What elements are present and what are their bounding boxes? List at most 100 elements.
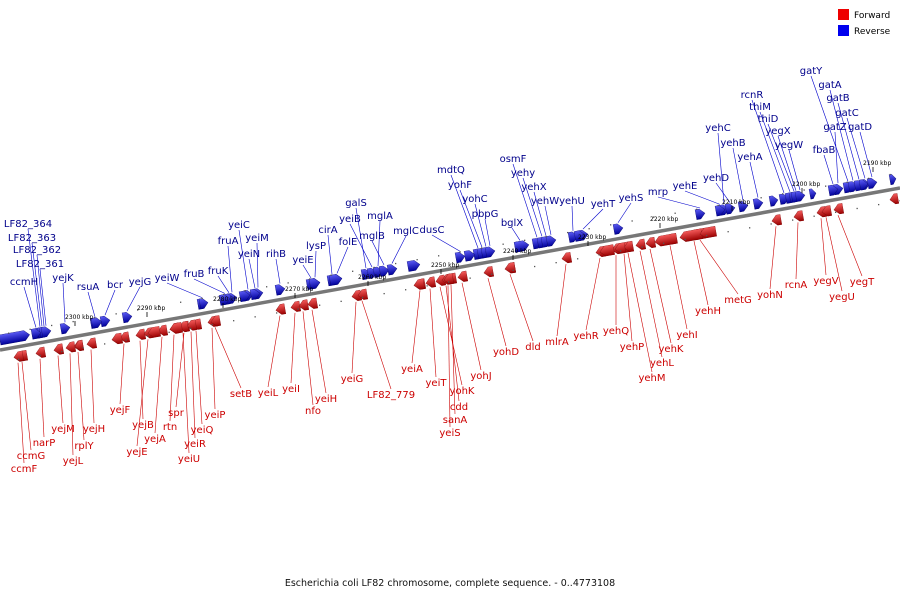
gene-label-mlrA: mlrA — [545, 337, 569, 348]
gene-glyph-mglB — [378, 265, 390, 277]
minor-tick-lower — [61, 351, 63, 353]
leader-yeiH — [311, 309, 327, 394]
leader-yehU — [571, 205, 574, 231]
gene-glyph-yeiG — [351, 289, 363, 301]
gene-glyph-block-f-2 — [699, 225, 717, 239]
minor-tick-upper — [739, 200, 741, 203]
leader-cirA — [327, 234, 333, 275]
gene-label-yohK: yohK — [450, 386, 475, 397]
gene-label-rcnA: rcnA — [785, 280, 808, 291]
leader-yeiB — [349, 223, 373, 268]
minor-tick-upper — [717, 204, 719, 207]
gene-label-ccmH: ccmH — [10, 277, 38, 288]
gene-glyph-yeiL — [275, 303, 287, 315]
minor-tick-upper — [287, 282, 289, 284]
gene-label-yeiE: yeiE — [292, 255, 313, 266]
minor-tick-lower — [211, 323, 213, 326]
gene-label-yehW: yehW — [531, 196, 559, 207]
leader-yeiT — [429, 288, 437, 378]
kbp-tick-label: 2220 kbp — [650, 216, 678, 223]
gene-glyph-yegW — [794, 190, 806, 202]
leader-yejH — [90, 349, 95, 424]
gene-glyph-block-r-9 — [308, 278, 321, 290]
kbp-tick-label: 2260 kbp — [358, 274, 386, 281]
gene-label-fruK: fruK — [208, 266, 229, 277]
kbp-tick: 2210 kbp — [722, 199, 750, 211]
leader-yejK — [62, 282, 66, 323]
leader-yeiC — [238, 229, 249, 290]
leader-rihB — [275, 258, 281, 284]
gene-label-yejM: yejM — [51, 424, 74, 435]
minor-tick-upper — [674, 212, 676, 214]
gene-glyph-gatD — [866, 177, 878, 189]
gene-label-yeiL: yeiL — [258, 388, 279, 399]
leader-yohK — [439, 286, 463, 386]
minor-tick-lower — [749, 227, 751, 229]
leader-yehH — [693, 241, 709, 306]
kbp-tick: 2220 kbp — [650, 216, 678, 228]
minor-tick-upper — [330, 274, 332, 276]
leader-yejM — [57, 355, 64, 424]
backbone-line — [0, 186, 900, 352]
leader-rplY — [77, 351, 85, 441]
legend-forward-swatch — [838, 9, 849, 20]
minor-tick-upper — [653, 216, 655, 218]
minor-tick-upper — [846, 181, 848, 183]
gene-glyph-yejA — [157, 324, 169, 336]
leader-pbpG — [484, 218, 491, 246]
gene-label-yehA: yehA — [737, 152, 762, 163]
minor-tick-lower — [792, 219, 794, 221]
minor-tick-upper — [545, 235, 547, 238]
gene-label-yeiI: yeiI — [282, 384, 300, 395]
gene-label-yohC: yohC — [462, 194, 487, 205]
minor-tick-upper — [696, 208, 698, 211]
gene-label-galS: galS — [345, 198, 367, 209]
gene-glyph-yejG — [121, 311, 133, 324]
gene-label-yehX: yehX — [521, 182, 546, 193]
leader-spr — [175, 332, 185, 408]
leader-mglB — [371, 240, 385, 266]
legend-forward: Forward — [838, 9, 890, 21]
minor-tick-lower — [770, 223, 772, 225]
minor-tick-lower — [835, 211, 837, 213]
gene-label-rplY: rplY — [74, 441, 94, 452]
kbp-tick-label: 2280 kbp — [213, 296, 241, 303]
gene-glyph-block-r-3 — [768, 195, 779, 207]
gene-label-ccmF: ccmF — [11, 464, 38, 475]
leader-yeiU — [182, 333, 190, 454]
leader-dusC — [431, 234, 461, 252]
leader-rcnA — [795, 222, 799, 280]
leader-yehI — [669, 245, 688, 330]
gene-glyph-fbaB — [827, 184, 839, 196]
gene-glyph-yehM — [623, 240, 635, 252]
gene-glyph-yejL — [65, 341, 77, 353]
gene-glyph-LF82_361 — [40, 326, 52, 338]
leader-gatA — [829, 89, 854, 181]
gene-label-folE: folE — [339, 237, 358, 248]
gene-glyph-mlrA — [561, 252, 573, 264]
leader-fbaB — [823, 154, 834, 185]
kbp-tick-label: 2250 kbp — [431, 262, 459, 269]
leader-yegV — [820, 218, 827, 276]
gene-glyph-yejK — [59, 323, 71, 335]
gene-glyph-pbpG — [484, 246, 496, 258]
gene-label-yehR: yehR — [573, 331, 598, 342]
gene-label-dld: dld — [525, 342, 540, 353]
gene-label-yejG: yejG — [129, 277, 152, 288]
leader-yehB — [732, 147, 744, 201]
gene-label-setB: setB — [230, 389, 252, 400]
minor-tick-lower — [125, 339, 127, 341]
gene-label-mdtQ: mdtQ — [437, 165, 465, 176]
gene-glyph-yohN — [771, 214, 783, 226]
gene-label-yehU: yehU — [559, 196, 585, 207]
gene-label-yeiS: yeiS — [439, 428, 460, 439]
leader-setB — [214, 327, 242, 389]
kbp-tick: 2260 kbp — [358, 274, 386, 286]
gene-glyph-block-f-7 — [111, 332, 124, 345]
gene-glyph-block-f-5 — [169, 322, 183, 334]
leader-yeiN — [248, 258, 256, 289]
gene-glyph-ccmH — [30, 328, 42, 340]
gene-label-lysP: lysP — [306, 241, 326, 252]
minor-tick-upper — [631, 220, 633, 222]
gene-label-thiM: thiM — [749, 102, 771, 113]
